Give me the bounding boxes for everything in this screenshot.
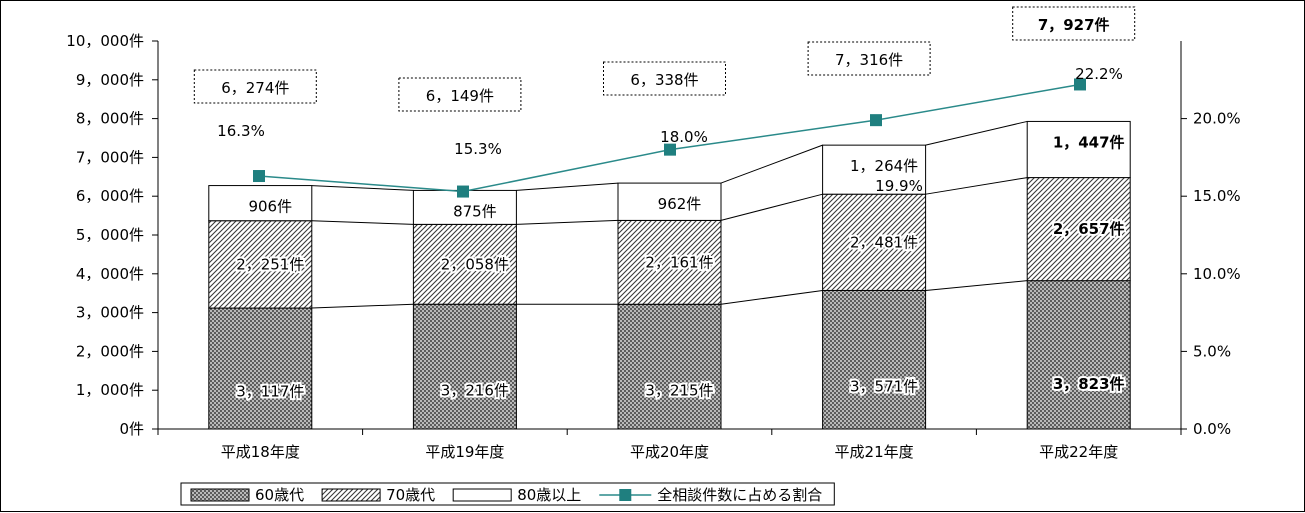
- series-connector: [721, 194, 823, 220]
- y-left-tick-label: 6，000件: [76, 187, 144, 205]
- segment-value-label: 1，447件: [1053, 133, 1125, 151]
- segment-value-label: 3，823件: [1053, 375, 1125, 393]
- percentage-marker: [253, 170, 265, 182]
- series-connector: [516, 183, 618, 190]
- segment-value-label: 3，216件: [441, 381, 509, 399]
- series-connector: [516, 220, 618, 224]
- series-connector: [926, 281, 1028, 291]
- y-left-tick-label: 2，000件: [76, 342, 144, 360]
- bar-segment-60s: [823, 290, 926, 429]
- percentage-label: 19.9%: [875, 177, 923, 195]
- segment-value-label: 2，657件: [1053, 220, 1125, 238]
- series-connector: [312, 221, 414, 225]
- y-right-tick-label: 10.0%: [1193, 265, 1241, 283]
- y-left-tick-label: 4，000件: [76, 265, 144, 283]
- y-left-tick-label: 7，000件: [76, 148, 144, 166]
- segment-value-label: 875件: [453, 202, 497, 220]
- series-connector: [312, 304, 414, 308]
- percentage-label: 18.0%: [660, 128, 708, 146]
- segment-value-label: 1，264件: [850, 157, 918, 175]
- x-tick-label: 平成20年度: [630, 443, 709, 461]
- segment-value-label: 2，481件: [850, 233, 918, 251]
- total-value-label: 6，338件: [630, 71, 698, 89]
- segment-value-label: 906件: [248, 198, 292, 216]
- bar-segment-60s: [413, 304, 516, 429]
- legend-label: 60歳代: [255, 486, 304, 504]
- legend-swatch-70s: [322, 489, 380, 501]
- total-value-label: 7，316件: [835, 51, 903, 69]
- y-left-tick-label: 9，000件: [76, 71, 144, 89]
- segment-value-label: 962件: [658, 195, 702, 213]
- y-right-tick-label: 20.0%: [1193, 110, 1241, 128]
- y-left-tick-label: 0件: [119, 420, 144, 438]
- segment-value-label: 3，117件: [236, 382, 304, 400]
- legend-line-marker: [619, 489, 631, 501]
- x-tick-label: 平成18年度: [221, 443, 300, 461]
- y-left-tick-label: 8，000件: [76, 110, 144, 128]
- percentage-label: 15.3%: [454, 140, 502, 158]
- percentage-marker: [457, 186, 469, 198]
- series-connector: [721, 145, 823, 183]
- total-value-label: 7，927件: [1038, 16, 1110, 34]
- x-tick-label: 平成21年度: [835, 443, 914, 461]
- total-value-label: 6，274件: [221, 79, 289, 97]
- y-left-tick-label: 3，000件: [76, 304, 144, 322]
- percentage-label: 22.2%: [1075, 65, 1123, 83]
- y-left-tick-label: 10，000件: [66, 32, 144, 50]
- segment-value-label: 3，571件: [850, 378, 918, 396]
- percentage-marker: [870, 114, 882, 126]
- x-tick-label: 平成19年度: [425, 443, 504, 461]
- legend-label: 全相談件数に占める割合: [657, 486, 822, 504]
- y-left-tick-label: 1，000件: [76, 381, 144, 399]
- series-connector: [926, 178, 1028, 195]
- bar-segment-60s: [1027, 281, 1130, 429]
- y-right-tick-label: 5.0%: [1193, 342, 1231, 360]
- x-tick-label: 平成22年度: [1039, 443, 1118, 461]
- bar-segment-60s: [618, 304, 721, 429]
- percentage-label: 16.3%: [217, 122, 265, 140]
- y-left-tick-label: 5，000件: [76, 226, 144, 244]
- legend-label: 70歳代: [386, 486, 435, 504]
- legend-swatch-80plus: [453, 489, 511, 501]
- legend-label: 80歳以上: [517, 486, 581, 504]
- y-right-tick-label: 0.0%: [1193, 420, 1231, 438]
- bar-segment-60s: [209, 308, 312, 429]
- y-right-tick-label: 15.0%: [1193, 187, 1241, 205]
- series-connector: [721, 290, 823, 304]
- total-value-label: 6，149件: [426, 87, 494, 105]
- segment-value-label: 2，251件: [236, 255, 304, 273]
- segment-value-label: 3，215件: [645, 381, 713, 399]
- segment-value-label: 2，161件: [645, 253, 713, 271]
- segment-value-label: 2，058件: [441, 255, 509, 273]
- series-connector: [926, 121, 1028, 145]
- legend-swatch-60s: [191, 489, 249, 501]
